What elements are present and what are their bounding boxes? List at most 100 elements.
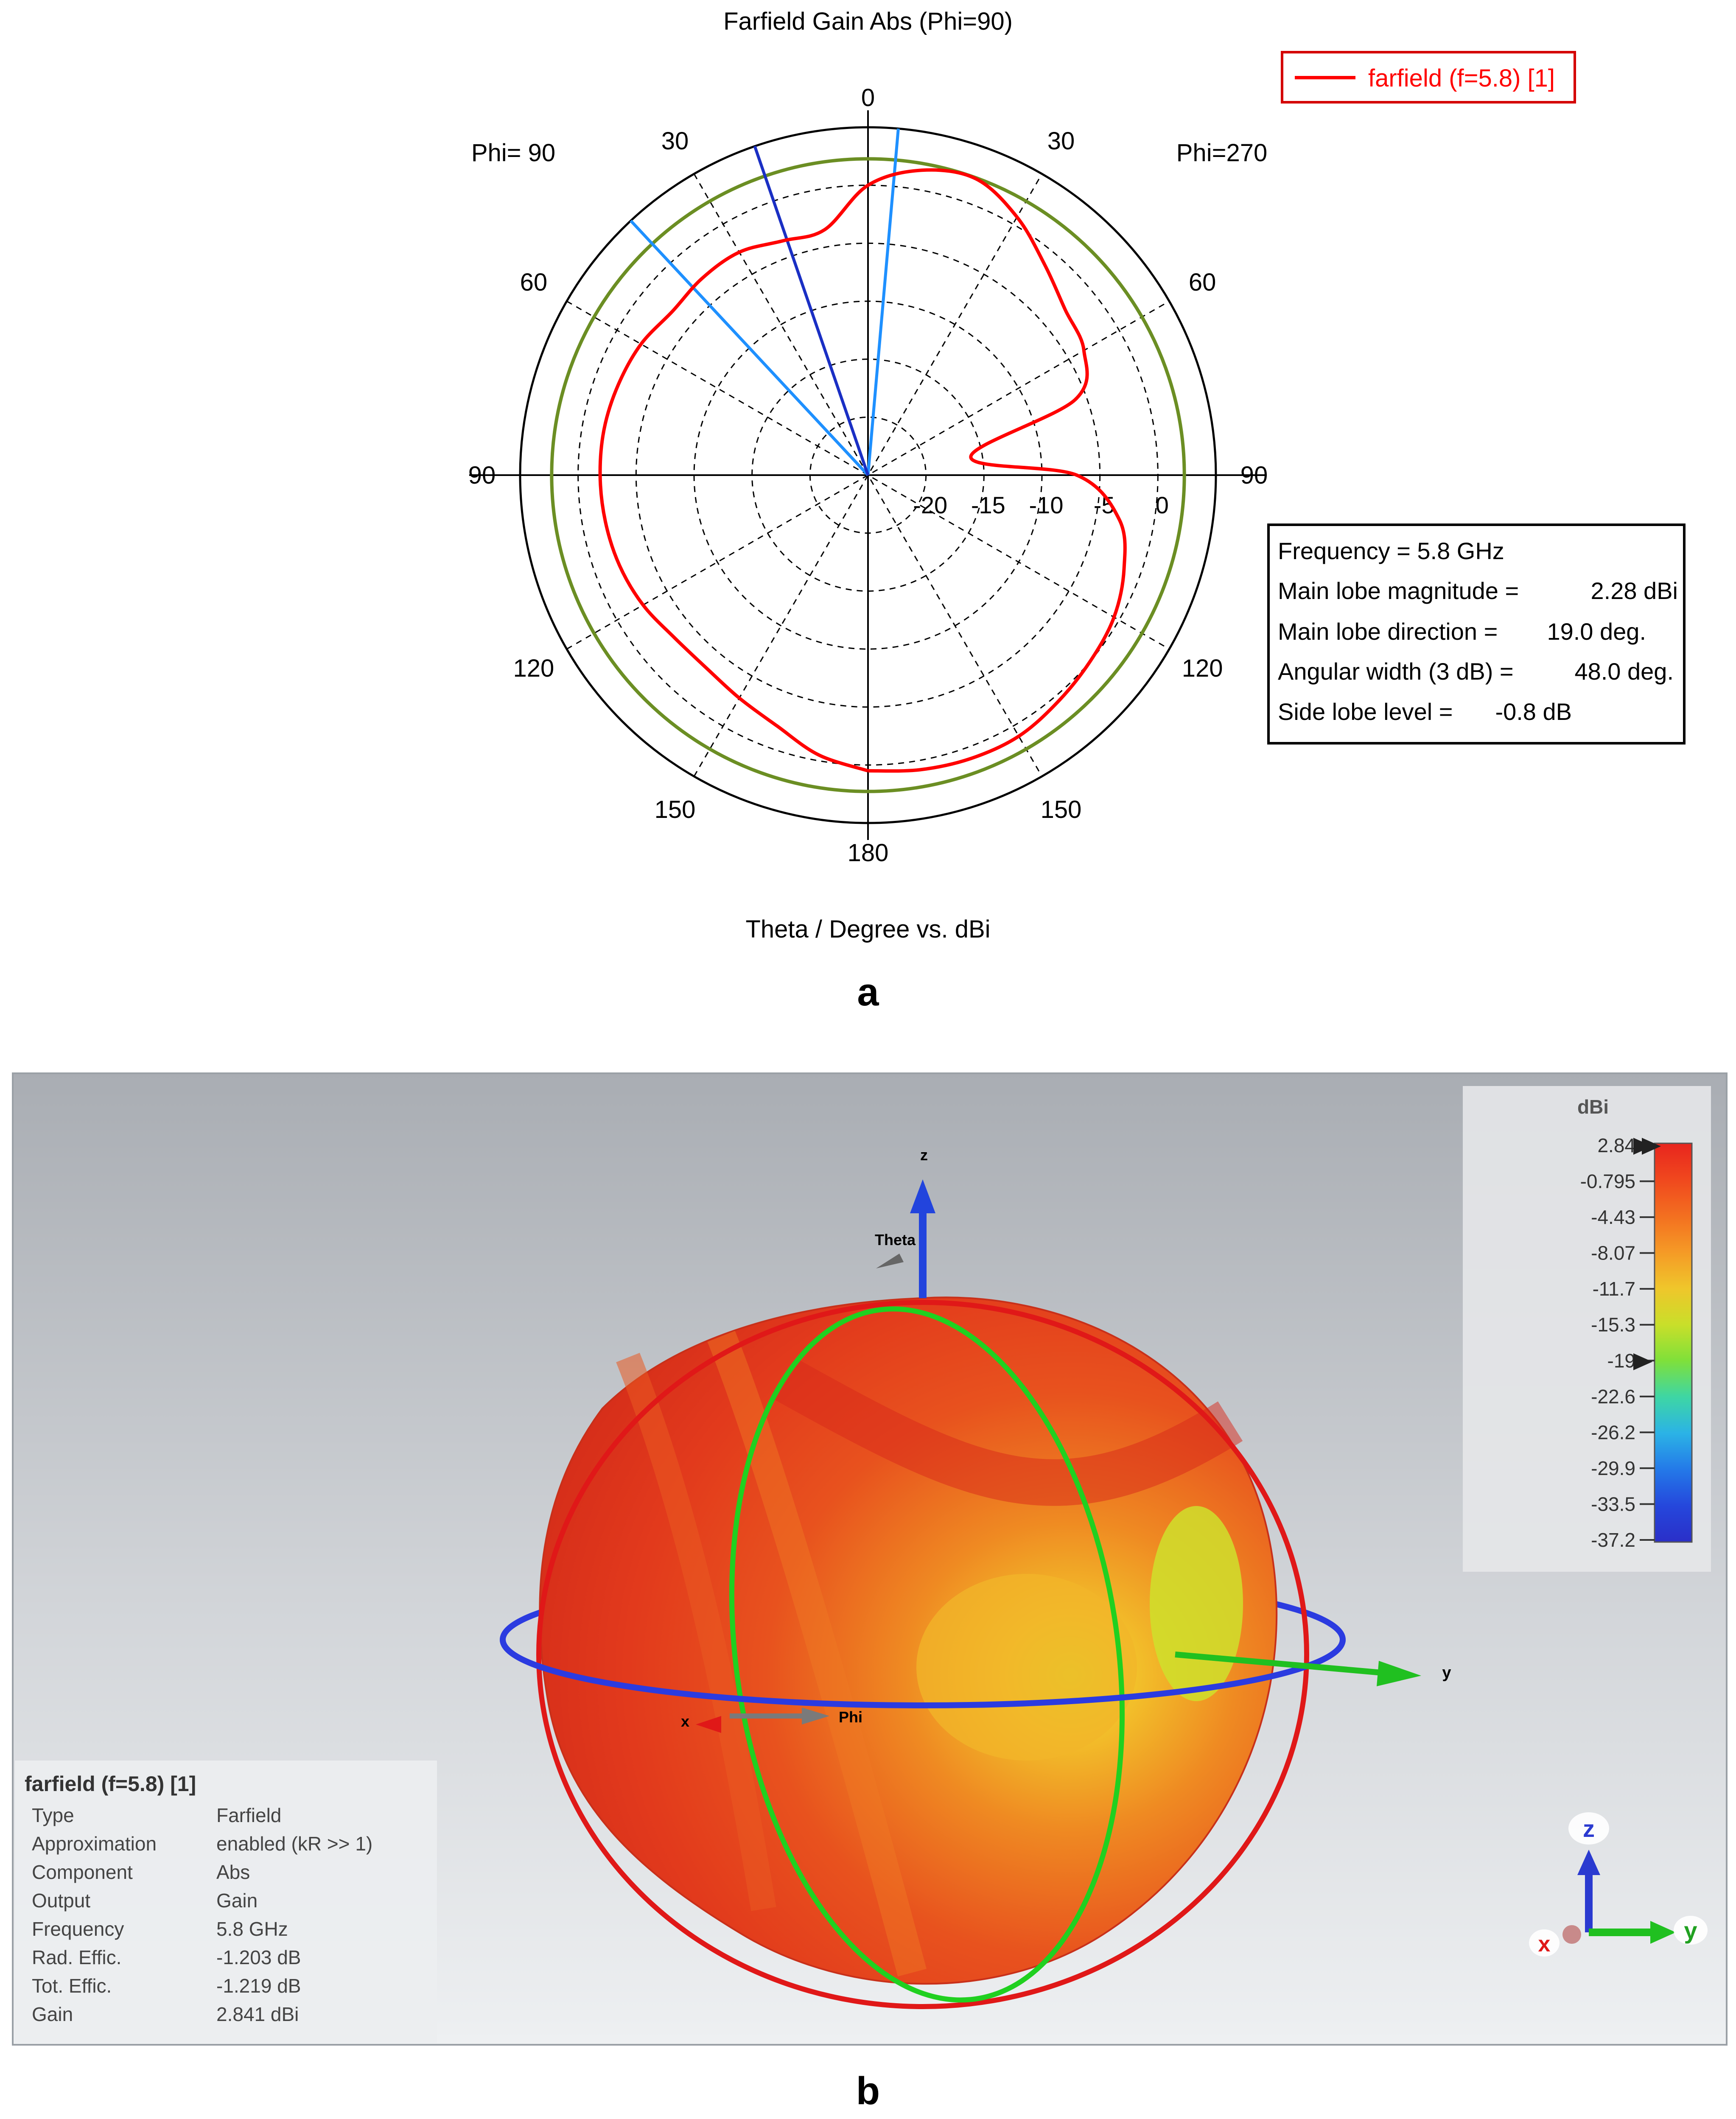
colorbar-tick-label: -15.3 — [1591, 1314, 1635, 1336]
axis-triad: z y x — [1529, 1812, 1708, 1957]
info-panel-title: farfield (f=5.8) [1] — [25, 1772, 196, 1796]
x-axis-label: x — [681, 1713, 689, 1730]
triad-z-label: z — [1583, 1815, 1595, 1842]
info-row-value: 2.841 dBi — [216, 2003, 299, 2025]
colorbar-threshold-marker — [1633, 1353, 1652, 1370]
radial-tick-label: -15 — [971, 492, 1005, 518]
phi-arrowhead — [802, 1708, 829, 1724]
radial-tick-label: -20 — [913, 492, 947, 518]
colorbar — [1654, 1142, 1693, 1543]
info-panel-rows: Type Farfield Approximation enabled (kR >> … — [32, 1804, 372, 2025]
radial-tick-label: -10 — [1029, 492, 1064, 518]
info-row-value: Abs — [216, 1861, 250, 1883]
info-mainlobe-direction-label: Main lobe direction = — [1278, 618, 1498, 645]
phi-label: Phi — [839, 1708, 862, 1726]
colorbar-tick-label: 2.84 — [1597, 1134, 1635, 1156]
main-lobe-reference-circle — [550, 157, 1186, 793]
caption-b: b — [856, 2069, 880, 2113]
info-row-key: Rad. Effic. — [32, 1946, 121, 1968]
main-lobe-info-box: Frequency = 5.8 GHz Main lobe magnitude … — [1267, 523, 1686, 745]
beam-width-edge-line — [630, 219, 869, 476]
info-angular-width-label: Angular width (3 dB) = — [1278, 658, 1514, 685]
colorbar-max-marker — [1642, 1138, 1661, 1155]
angle-tick-label: 30 — [1047, 127, 1075, 155]
caption-a: a — [857, 971, 879, 1014]
info-row-key: Gain — [32, 2003, 73, 2025]
colorbar-tick-label: -33.5 — [1591, 1493, 1635, 1515]
lobe-hotspot — [1150, 1506, 1243, 1701]
colorbar-tick-label: -22.6 — [1591, 1386, 1635, 1408]
info-row-key: Output — [32, 1889, 90, 1912]
angle-tick-label: 0 — [861, 84, 875, 112]
colorbar-tick-label: -8.07 — [1591, 1242, 1635, 1264]
lobe-hotspot — [916, 1574, 1137, 1761]
theta-arrow — [876, 1254, 904, 1268]
info-mainlobe-magnitude-value: 2.28 dBi — [1591, 577, 1678, 604]
beam-width-edge-line — [866, 128, 900, 476]
y-axis-arrowhead — [1377, 1661, 1421, 1686]
legend: farfield (f=5.8) [1] — [1281, 51, 1576, 104]
y-axis-label: y — [1442, 1664, 1451, 1682]
info-row-value: Farfield — [216, 1804, 281, 1826]
phi-right-label: Phi=270 — [1176, 139, 1267, 167]
info-row-key: Frequency — [32, 1918, 124, 1940]
legend-label: farfield (f=5.8) [1] — [1368, 64, 1555, 92]
y-axis — [1175, 1652, 1392, 1677]
colorbar-panel: dBi 2.84 -0.795 -4.43 -8.07 -11.7 -15.3 -19 -22… — [1463, 1086, 1711, 1572]
triad-z-arrowhead — [1577, 1850, 1600, 1875]
info-row-value: -1.203 dB — [216, 1946, 301, 1968]
green-ring — [729, 1306, 1125, 2003]
triad-x-axis — [1562, 1925, 1581, 1944]
info-frequency: Frequency = 5.8 GHz — [1278, 537, 1504, 564]
info-side-lobe-label: Side lobe level = — [1278, 698, 1453, 725]
main-lobe-direction-line — [753, 146, 870, 476]
z-axis-arrowhead — [910, 1179, 935, 1213]
info-row-value: 5.8 GHz — [216, 1918, 288, 1940]
info-row-value: -1.219 dB — [216, 1975, 301, 1997]
phi-ring-front — [500, 1639, 1346, 1708]
info-side-lobe-value: -0.8 dB — [1495, 698, 1572, 725]
colorbar-title: dBi — [1577, 1096, 1609, 1118]
info-row-key: Approximation — [32, 1833, 157, 1855]
triad-y-arrowhead — [1650, 1921, 1676, 1944]
colorbar-tick-label: -37.2 — [1591, 1529, 1635, 1551]
farfield-3d-view: z Theta y x Phi dBi 2.84 -0.795 -4.43 -8.07… — [12, 1072, 1728, 2113]
lobe-contour — [707, 1331, 927, 1977]
colorbar-ticks: 2.84 -0.795 -4.43 -8.07 -11.7 -15.3 -19 -22.6 -2… — [1580, 1134, 1655, 1551]
colorbar-tick-label: -0.795 — [1580, 1170, 1635, 1192]
polar-chart: Farfield Gain Abs (Phi=90) farfield (f=5… — [468, 8, 1686, 1014]
triad-y-label: y — [1684, 1917, 1697, 1944]
info-angular-width-value: 48.0 deg. — [1574, 658, 1674, 685]
x-axis-label: Theta / Degree vs. dBi — [745, 915, 990, 943]
colorbar-tick-label: -4.43 — [1591, 1206, 1635, 1228]
angle-tick-label: 60 — [520, 269, 548, 296]
info-mainlobe-magnitude-label: Main lobe magnitude = — [1278, 577, 1519, 604]
info-row-value: enabled (kR >> 1) — [216, 1833, 372, 1855]
angle-tick-label: 180 — [848, 839, 889, 867]
theta-ring — [536, 1300, 1309, 2009]
lobe-contour — [616, 1352, 776, 1911]
radial-tick-label: 0 — [1156, 492, 1169, 518]
info-mainlobe-direction-value: 19.0 deg. — [1547, 618, 1646, 645]
colorbar-tick-label: -26.2 — [1591, 1421, 1635, 1443]
polar-series — [550, 128, 1186, 793]
angle-tick-label: 90 — [468, 462, 496, 489]
info-row-key: Tot. Effic. — [32, 1975, 112, 1997]
angle-tick-label: 90 — [1240, 462, 1268, 489]
colorbar-tick-label: -29.9 — [1591, 1457, 1635, 1479]
info-row-key: Component — [32, 1861, 133, 1883]
theta-label: Theta — [875, 1231, 916, 1248]
z-axis-label: z — [920, 1146, 928, 1164]
info-row-value: Gain — [216, 1889, 258, 1912]
farfield-info-panel: farfield (f=5.8) [1] Type Farfield Approxi… — [15, 1761, 437, 2043]
x-axis-arrowhead — [696, 1716, 721, 1733]
angle-tick-label: 30 — [661, 127, 689, 155]
angle-tick-label: 120 — [513, 655, 554, 682]
phi-left-label: Phi= 90 — [471, 139, 555, 167]
chart-title: Farfield Gain Abs (Phi=90) — [723, 8, 1013, 35]
angle-tick-label: 150 — [655, 796, 696, 823]
angle-tick-label: 150 — [1041, 796, 1082, 823]
info-row-key: Type — [32, 1804, 74, 1826]
